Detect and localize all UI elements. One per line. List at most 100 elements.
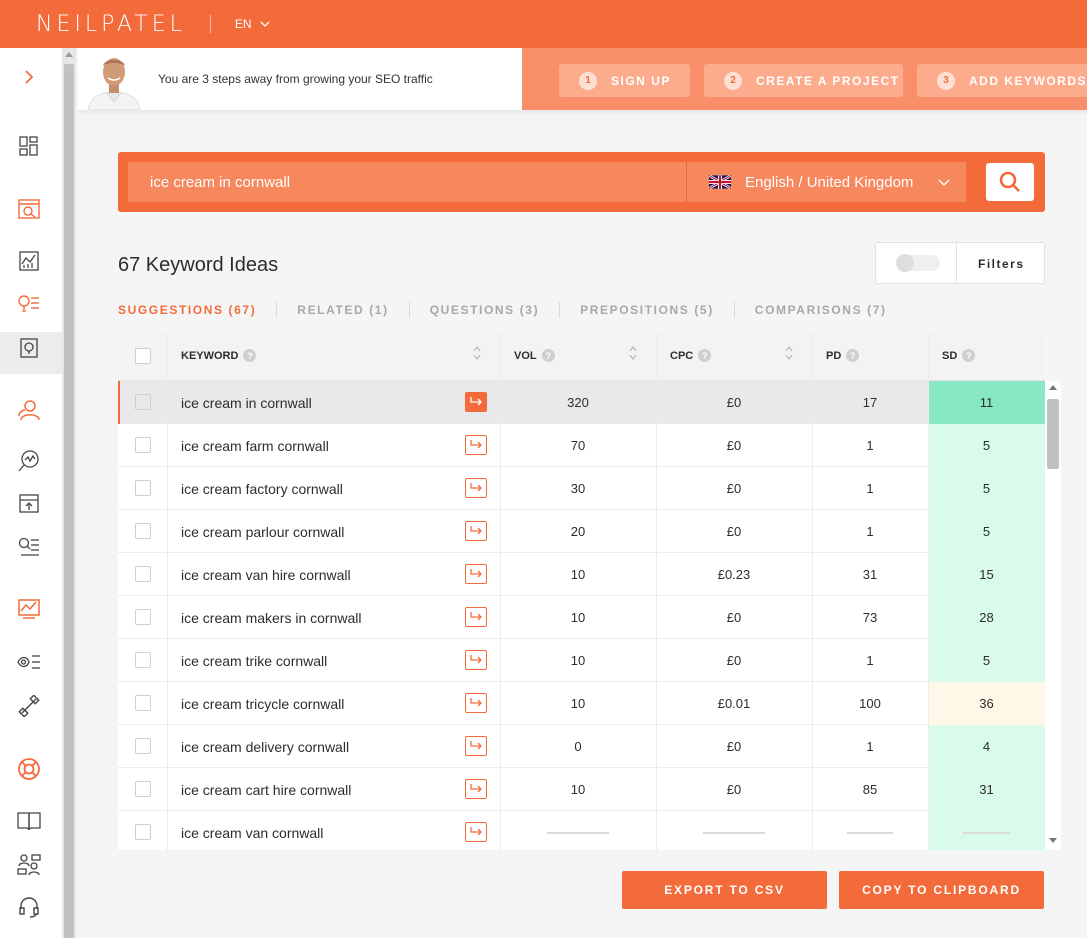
sort-icon[interactable]: [628, 345, 638, 361]
sort-icon[interactable]: [472, 345, 482, 361]
keyword-cell[interactable]: ice cream parlour cornwall: [181, 524, 345, 540]
backlinks-calendar-icon[interactable]: [16, 490, 42, 516]
open-keyword-button[interactable]: [465, 650, 487, 670]
table-row[interactable]: 5 ice cream trike cornwall 10 £0 1: [118, 639, 1045, 682]
filters-toggle[interactable]: [896, 254, 940, 272]
row-checkbox[interactable]: [135, 523, 151, 539]
column-header-cpc[interactable]: CPC ?: [670, 349, 712, 362]
row-checkbox[interactable]: [135, 394, 151, 410]
sidebar-scroll-thumb[interactable]: [64, 64, 74, 938]
row-checkbox[interactable]: [135, 480, 151, 496]
row-checkbox[interactable]: [135, 781, 151, 797]
tab-questions[interactable]: QUESTIONS (3): [429, 303, 540, 317]
table-row[interactable]: 15 ice cream van hire cornwall 10 £0.23 31: [118, 553, 1045, 596]
open-keyword-button[interactable]: [465, 693, 487, 713]
row-checkbox[interactable]: [135, 824, 151, 840]
table-row[interactable]: 11 ice cream in cornwall 320 £0 17: [118, 381, 1045, 424]
help-icon[interactable]: ?: [243, 349, 257, 362]
traffic-analyzer-icon[interactable]: [16, 448, 42, 474]
open-keyword-button[interactable]: [465, 822, 487, 842]
logo[interactable]: NEILPATEL: [36, 11, 186, 37]
rank-tracking-icon[interactable]: [16, 534, 42, 560]
keyword-cell[interactable]: ice cream delivery cornwall: [181, 739, 350, 755]
keyword-cell[interactable]: ice cream tricycle cornwall: [181, 696, 345, 712]
keyword-cell[interactable]: ice cream trike cornwall: [181, 653, 328, 669]
export-csv-button[interactable]: EXPORT TO CSV: [622, 871, 827, 909]
keyword-cell[interactable]: ice cream cart hire cornwall: [181, 782, 352, 798]
column-header-sd[interactable]: SD ?: [942, 349, 976, 362]
select-all-checkbox[interactable]: [135, 348, 151, 364]
step-sign-up-button[interactable]: 1 SIGN UP: [559, 64, 690, 97]
table-row[interactable]: 4 ice cream delivery cornwall 0 £0 1: [118, 725, 1045, 768]
column-header-keyword[interactable]: KEYWORD ?: [181, 349, 257, 362]
search-button[interactable]: [986, 163, 1034, 201]
support-lifebuoy-icon[interactable]: [16, 756, 42, 782]
analytics-icon[interactable]: [16, 248, 42, 274]
open-keyword-button[interactable]: [465, 607, 487, 627]
tab-suggestions[interactable]: SUGGESTIONS (67): [118, 303, 257, 317]
knowledge-base-book-icon[interactable]: [16, 808, 42, 834]
row-checkbox[interactable]: [135, 738, 151, 754]
sidebar-scrollbar[interactable]: [62, 48, 76, 938]
dashboard-icon[interactable]: [16, 133, 42, 159]
open-keyword-button[interactable]: [465, 564, 487, 584]
keyword-ideas-icon[interactable]: [16, 291, 42, 317]
tab-related[interactable]: RELATED (1): [297, 303, 389, 317]
keyword-cell[interactable]: ice cream makers in cornwall: [181, 610, 362, 626]
tab-prepositions[interactable]: PREPOSITIONS (5): [580, 303, 714, 317]
community-icon[interactable]: [16, 852, 42, 878]
expand-sidebar-icon[interactable]: [16, 64, 42, 90]
open-keyword-button[interactable]: [465, 521, 487, 541]
table-row[interactable]: ice cream van cornwall: [118, 811, 1045, 850]
column-header-pd[interactable]: PD ?: [826, 349, 860, 362]
keyword-search-input[interactable]: [128, 162, 686, 202]
content-ideas-icon[interactable]: [16, 335, 42, 361]
keyword-cell[interactable]: ice cream farm cornwall: [181, 438, 329, 454]
table-scroll-thumb[interactable]: [1047, 399, 1059, 469]
open-keyword-button[interactable]: [465, 779, 487, 799]
help-icon[interactable]: ?: [698, 349, 712, 362]
column-header-vol[interactable]: VOL ?: [514, 349, 555, 362]
step-create-project-button[interactable]: 2 CREATE A PROJECT: [704, 64, 903, 97]
competitors-icon[interactable]: [16, 397, 42, 423]
scroll-down-arrow-icon[interactable]: [1049, 838, 1057, 843]
headset-support-icon[interactable]: [16, 894, 42, 920]
open-keyword-button[interactable]: [465, 435, 487, 455]
row-checkbox[interactable]: [135, 437, 151, 453]
keyword-cell[interactable]: ice cream in cornwall: [181, 395, 312, 411]
visibility-icon[interactable]: [16, 649, 42, 675]
copy-clipboard-button[interactable]: COPY TO CLIPBOARD: [839, 871, 1044, 909]
seo-analyzer-icon[interactable]: [16, 596, 42, 622]
language-location-select[interactable]: English / United Kingdom: [686, 162, 966, 202]
table-row[interactable]: 5 ice cream parlour cornwall 20 £0 1: [118, 510, 1045, 553]
scroll-up-arrow-icon[interactable]: [65, 52, 73, 57]
site-audit-icon[interactable]: [16, 196, 42, 222]
table-row[interactable]: 28 ice cream makers in cornwall 10 £0 73: [118, 596, 1045, 639]
help-icon[interactable]: ?: [962, 349, 976, 362]
keyword-cell[interactable]: ice cream factory cornwall: [181, 481, 343, 497]
help-icon[interactable]: ?: [541, 349, 555, 362]
chrome-extension-icon[interactable]: [16, 693, 42, 719]
help-icon[interactable]: ?: [846, 349, 860, 362]
table-row[interactable]: 5 ice cream farm cornwall 70 £0 1: [118, 424, 1045, 467]
open-keyword-button[interactable]: [465, 392, 487, 412]
sort-icon[interactable]: [784, 345, 794, 361]
row-checkbox[interactable]: [135, 652, 151, 668]
row-checkbox[interactable]: [135, 566, 151, 582]
row-checkbox[interactable]: [135, 609, 151, 625]
scroll-up-arrow-icon[interactable]: [1049, 385, 1057, 390]
table-row[interactable]: 36 ice cream tricycle cornwall 10 £0.01 100: [118, 682, 1045, 725]
open-keyword-button[interactable]: [465, 736, 487, 756]
table-row[interactable]: 5 ice cream factory cornwall 30 £0 1: [118, 467, 1045, 510]
step-add-keywords-button[interactable]: 3 ADD KEYWORDS: [917, 64, 1087, 97]
row-checkbox[interactable]: [135, 695, 151, 711]
table-row[interactable]: 31 ice cream cart hire cornwall 10 £0 85: [118, 768, 1045, 811]
cpc-cell: £0.01: [717, 696, 751, 711]
table-scrollbar[interactable]: [1045, 381, 1061, 850]
filters-button[interactable]: Filters: [978, 257, 1025, 271]
tab-comparisons[interactable]: COMPARISONS (7): [754, 303, 887, 317]
keyword-cell[interactable]: ice cream van cornwall: [181, 825, 324, 841]
open-keyword-button[interactable]: [465, 478, 487, 498]
keyword-cell[interactable]: ice cream van hire cornwall: [181, 567, 351, 583]
language-selector[interactable]: EN: [235, 17, 270, 31]
